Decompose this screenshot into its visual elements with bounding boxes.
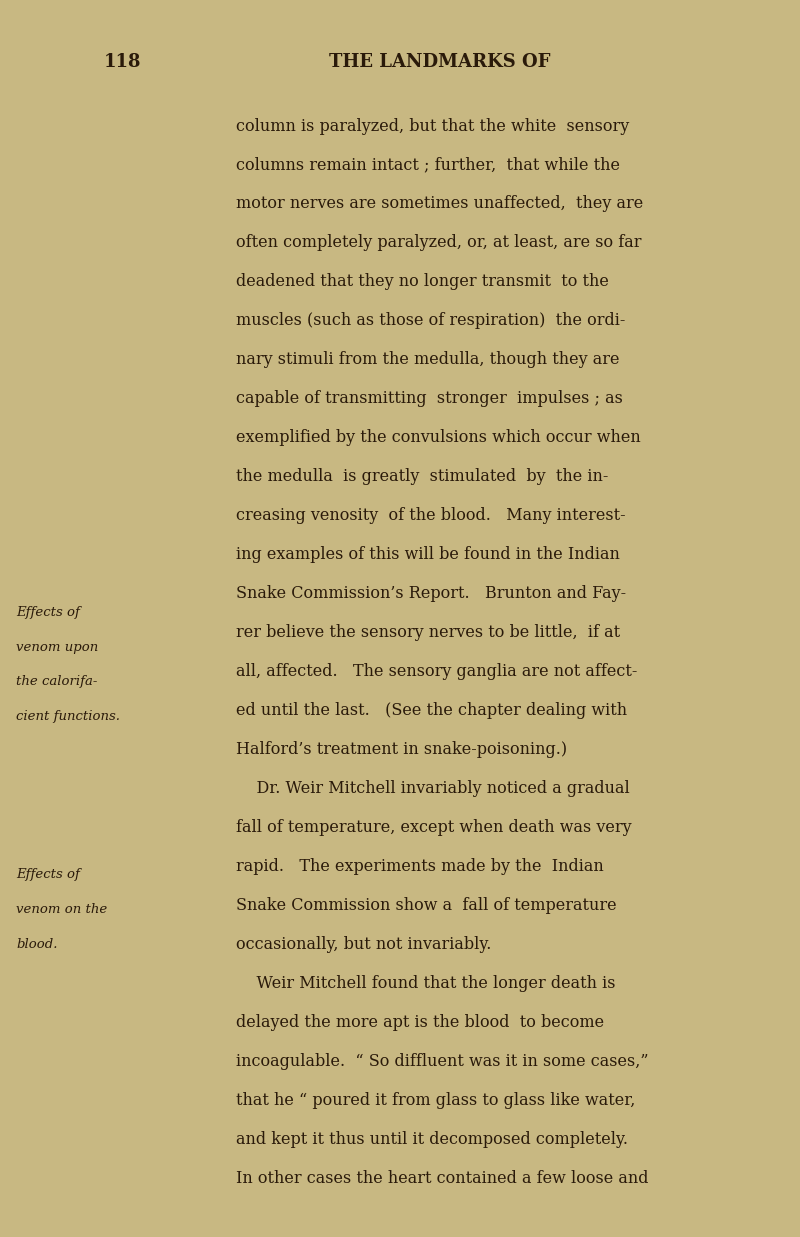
Text: Snake Commission’s Report.   Brunton and Fay-: Snake Commission’s Report. Brunton and F… bbox=[236, 585, 626, 602]
Text: venom upon: venom upon bbox=[16, 641, 98, 654]
Text: the calorifa-: the calorifa- bbox=[16, 675, 98, 689]
Text: 118: 118 bbox=[104, 53, 142, 72]
Text: column is paralyzed, but that the white  sensory: column is paralyzed, but that the white … bbox=[236, 118, 630, 135]
Text: Effects of: Effects of bbox=[16, 606, 80, 620]
Text: columns remain intact ; further,  that while the: columns remain intact ; further, that wh… bbox=[236, 156, 620, 173]
Text: cient functions.: cient functions. bbox=[16, 710, 120, 724]
Text: Snake Commission show a  fall of temperature: Snake Commission show a fall of temperat… bbox=[236, 897, 617, 914]
Text: creasing venosity  of the blood.   Many interest-: creasing venosity of the blood. Many int… bbox=[236, 507, 626, 524]
Text: fall of temperature, except when death was very: fall of temperature, except when death w… bbox=[236, 819, 632, 836]
Text: blood.: blood. bbox=[16, 938, 58, 951]
Text: THE LANDMARKS OF: THE LANDMARKS OF bbox=[330, 53, 550, 72]
Text: that he “ poured it from glass to glass like water,: that he “ poured it from glass to glass … bbox=[236, 1091, 635, 1108]
Text: rapid.   The experiments made by the  Indian: rapid. The experiments made by the India… bbox=[236, 858, 604, 875]
Text: the medulla  is greatly  stimulated  by  the in-: the medulla is greatly stimulated by the… bbox=[236, 468, 608, 485]
Text: nary stimuli from the medulla, though they are: nary stimuli from the medulla, though th… bbox=[236, 351, 619, 369]
Text: ed until the last.   (See the chapter dealing with: ed until the last. (See the chapter deal… bbox=[236, 703, 627, 719]
Text: and kept it thus until it decomposed completely.: and kept it thus until it decomposed com… bbox=[236, 1131, 628, 1148]
Text: all, affected.   The sensory ganglia are not affect-: all, affected. The sensory ganglia are n… bbox=[236, 663, 638, 680]
Text: In other cases the heart contained a few loose and: In other cases the heart contained a few… bbox=[236, 1170, 649, 1186]
Text: Halford’s treatment in snake-poisoning.): Halford’s treatment in snake-poisoning.) bbox=[236, 741, 567, 758]
Text: motor nerves are sometimes unaffected,  they are: motor nerves are sometimes unaffected, t… bbox=[236, 195, 643, 213]
Text: Weir Mitchell found that the longer death is: Weir Mitchell found that the longer deat… bbox=[236, 975, 615, 992]
Text: Dr. Weir Mitchell invariably noticed a gradual: Dr. Weir Mitchell invariably noticed a g… bbox=[236, 779, 630, 797]
Text: rer believe the sensory nerves to be little,  if at: rer believe the sensory nerves to be lit… bbox=[236, 623, 620, 641]
Text: capable of transmitting  stronger  impulses ; as: capable of transmitting stronger impulse… bbox=[236, 391, 623, 407]
Text: delayed the more apt is the blood  to become: delayed the more apt is the blood to bec… bbox=[236, 1014, 604, 1030]
Text: muscles (such as those of respiration)  the ordi-: muscles (such as those of respiration) t… bbox=[236, 313, 626, 329]
Text: exemplified by the convulsions which occur when: exemplified by the convulsions which occ… bbox=[236, 429, 641, 447]
Text: occasionally, but not invariably.: occasionally, but not invariably. bbox=[236, 935, 491, 952]
Text: venom on the: venom on the bbox=[16, 903, 107, 917]
Text: Effects of: Effects of bbox=[16, 868, 80, 882]
Text: ing examples of this will be found in the Indian: ing examples of this will be found in th… bbox=[236, 547, 620, 563]
Text: deadened that they no longer transmit  to the: deadened that they no longer transmit to… bbox=[236, 273, 609, 291]
Text: incoagulable.  “ So diffluent was it in some cases,”: incoagulable. “ So diffluent was it in s… bbox=[236, 1053, 649, 1070]
Text: often completely paralyzed, or, at least, are so far: often completely paralyzed, or, at least… bbox=[236, 235, 642, 251]
